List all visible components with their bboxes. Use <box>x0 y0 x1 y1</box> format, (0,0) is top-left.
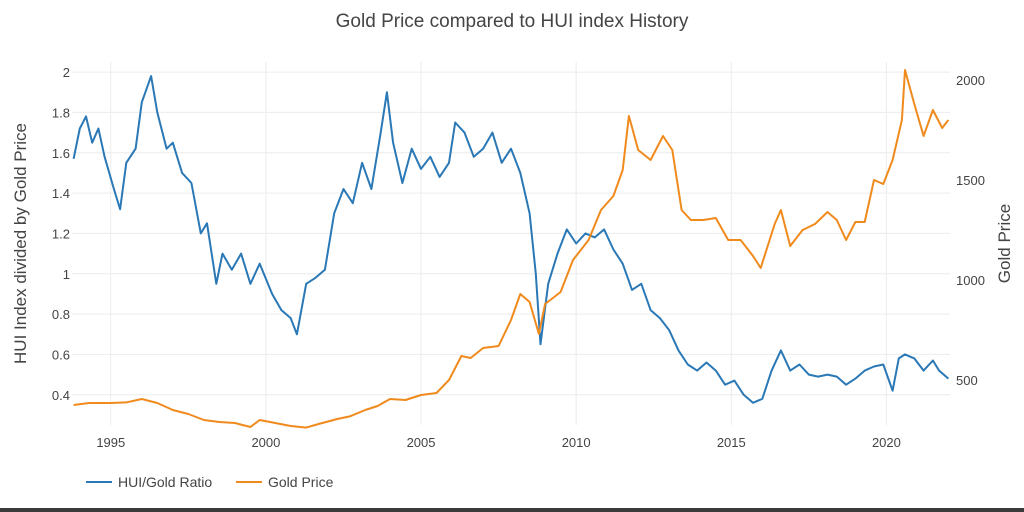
x-tick-label: 1995 <box>96 435 125 450</box>
y-tick-label-right: 1000 <box>956 273 985 288</box>
grid-layer <box>72 62 950 425</box>
y-tick-label-left: 1.2 <box>52 226 70 241</box>
y-axis-title-right: Gold Price <box>995 204 1014 283</box>
x-tick-label: 2020 <box>872 435 901 450</box>
y-tick-label-left: 0.4 <box>52 388 70 403</box>
series-line-hui-gold-ratio <box>72 75 950 404</box>
bottom-rule <box>0 508 1024 512</box>
y-tick-label-left: 1 <box>63 267 70 282</box>
y-tick-label-left: 0.8 <box>52 307 70 322</box>
x-tick-label: 2015 <box>717 435 746 450</box>
y-tick-label-left: 1.4 <box>52 186 70 201</box>
legend-label-hui-gold-ratio: HUI/Gold Ratio <box>118 474 212 490</box>
series-layer <box>72 69 950 429</box>
y-tick-label-right: 2000 <box>956 73 985 88</box>
series-line-gold-price <box>73 69 950 429</box>
y-tick-label-left: 1.6 <box>52 146 70 161</box>
x-tick-label: 2000 <box>251 435 280 450</box>
y-tick-label-right: 500 <box>956 373 978 388</box>
y-tick-label-left: 1.8 <box>52 105 70 120</box>
legend: HUI/Gold Ratio Gold Price <box>86 474 334 490</box>
y-tick-label-right: 1500 <box>956 173 985 188</box>
y-axis-title-left: HUI Index divided by Gold Price <box>11 123 30 364</box>
x-tick-label: 2005 <box>407 435 436 450</box>
legend-label-gold-price: Gold Price <box>268 474 334 490</box>
chart-title: Gold Price compared to HUI index History <box>336 11 689 32</box>
y-tick-label-left: 0.6 <box>52 347 70 362</box>
x-tick-label: 2010 <box>562 435 591 450</box>
y-tick-label-left: 2 <box>63 65 70 80</box>
title-group: Gold Price compared to HUI index History <box>336 11 689 32</box>
ticks-layer: 1995 2000 2005 2010 2015 2020 0.4 0.6 0.8 1 1.2 1.4… <box>52 65 985 450</box>
